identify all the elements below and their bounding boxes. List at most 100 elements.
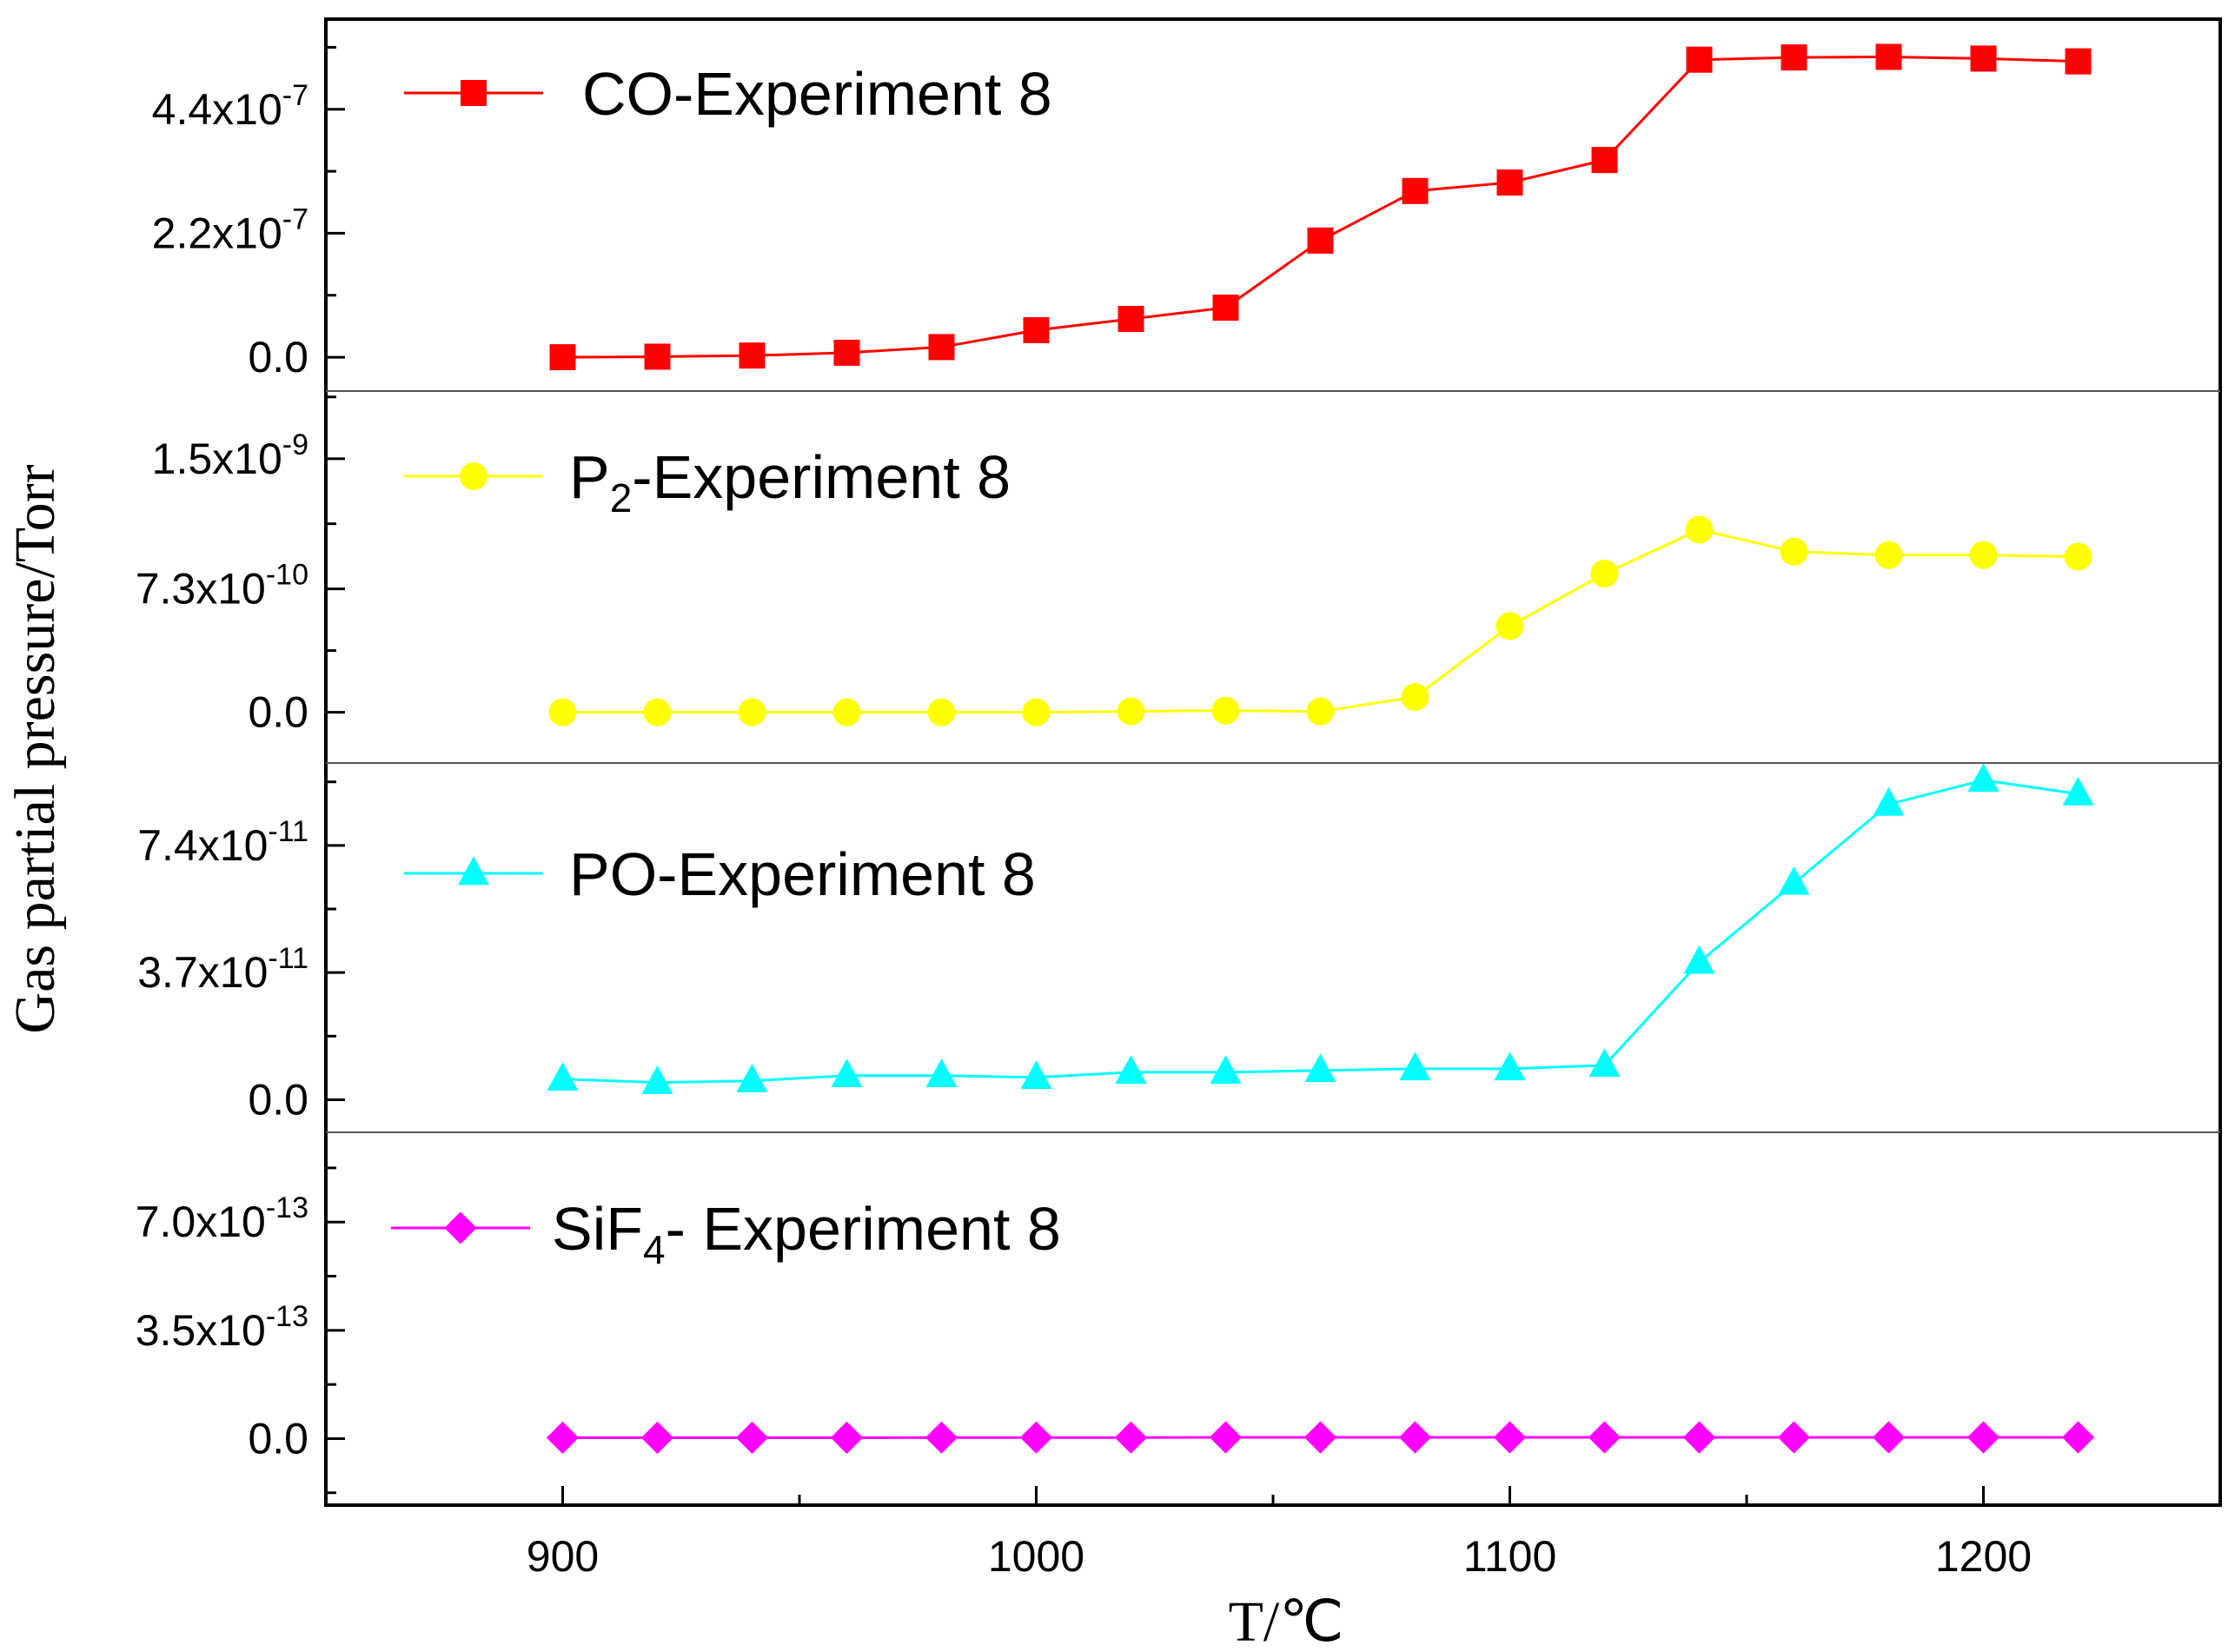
data-point-diamond — [1872, 1421, 1906, 1454]
y-tick-label: 1.5x10-9 — [152, 428, 308, 483]
data-point-circle — [1306, 697, 1335, 726]
series-line — [562, 779, 2079, 1085]
data-point-triangle — [2062, 777, 2094, 806]
data-point-square — [833, 339, 860, 366]
legend-marker — [460, 462, 487, 490]
data-point-circle — [1780, 537, 1808, 566]
data-point-square — [1496, 169, 1523, 196]
data-point-triangle — [641, 1065, 673, 1094]
y-tick-label: 4.4x10-7 — [152, 79, 308, 134]
data-point-circle — [1874, 541, 1903, 569]
data-point-diamond — [1682, 1421, 1716, 1454]
data-point-diamond — [1493, 1421, 1527, 1454]
data-point-circle — [548, 698, 577, 726]
y-tick-label: 0.0 — [248, 1414, 308, 1463]
data-point-diamond — [1114, 1421, 1148, 1454]
data-point-square — [1591, 147, 1618, 174]
x-tick-label: 1200 — [1935, 1532, 2032, 1581]
legend-marker — [461, 80, 487, 106]
data-point-triangle — [1399, 1052, 1431, 1081]
data-point-diamond — [1209, 1421, 1243, 1454]
data-point-diamond — [1019, 1421, 1053, 1454]
series-line — [562, 527, 2079, 714]
data-point-triangle — [1020, 1060, 1052, 1089]
data-point-triangle — [1210, 1055, 1242, 1085]
data-point-square — [549, 344, 576, 371]
legend-marker — [444, 1211, 477, 1244]
data-point-square — [1970, 45, 1997, 72]
data-point-square — [1781, 44, 1807, 71]
axis-layer: 900 1000 1100 1200 0.0 2.2x10-7 4.4x10-7 0.0 7.3… — [136, 45, 2032, 1581]
data-point-circle — [738, 698, 766, 726]
data-point-diamond — [1303, 1421, 1337, 1454]
data-point-square — [1875, 43, 1902, 70]
data-point-triangle — [925, 1058, 958, 1087]
data-point-diamond — [1588, 1421, 1622, 1454]
data-point-circle — [927, 698, 956, 726]
y-tick-label: 7.4x10-11 — [137, 815, 308, 870]
x-tick-label: 900 — [527, 1532, 599, 1581]
data-point-triangle — [1683, 945, 1715, 974]
x-tick-label: 1100 — [1463, 1532, 1557, 1581]
y-tick-label: 2.2x10-7 — [152, 202, 308, 257]
y-tick-label: 0.0 — [248, 688, 308, 737]
x-axis-title: T/℃ — [1229, 1590, 1344, 1652]
data-point-triangle — [736, 1064, 768, 1092]
data-point-triangle — [831, 1058, 863, 1087]
y-tick-label: 7.0x10-13 — [136, 1191, 308, 1246]
y-tick-label: 7.3x10-10 — [136, 559, 308, 614]
data-point-circle — [1969, 541, 1998, 569]
data-point-diamond — [2061, 1421, 2095, 1454]
data-point-square — [1402, 177, 1429, 204]
data-point-triangle — [1304, 1053, 1336, 1083]
legend-layer: CO-Experiment 8 P2-Experiment 8 PO-Experim… — [391, 60, 1061, 1272]
data-point-circle — [832, 698, 861, 726]
data-point-circle — [1022, 698, 1051, 726]
legend-label: PO-Experiment 8 — [569, 840, 1036, 908]
data-point-circle — [2064, 542, 2092, 571]
data-point-square — [1212, 295, 1239, 322]
data-point-square — [1118, 305, 1144, 332]
legend-label: SiF4- Experiment 8 — [552, 1195, 1061, 1272]
data-point-diamond — [1398, 1421, 1432, 1454]
data-point-diamond — [1966, 1421, 2000, 1454]
data-point-triangle — [1967, 763, 2000, 792]
data-point-square — [739, 342, 766, 369]
data-point-square — [1307, 227, 1334, 254]
data-point-circle — [1496, 612, 1524, 640]
data-point-circle — [1117, 697, 1145, 726]
data-point-diamond — [1777, 1421, 1811, 1454]
data-point-square — [2065, 48, 2092, 75]
data-point-circle — [1685, 515, 1714, 544]
data-point-triangle — [1588, 1048, 1621, 1078]
data-point-circle — [1401, 683, 1429, 712]
data-point-circle — [643, 698, 672, 726]
legend-label: P2-Experiment 8 — [569, 443, 1011, 521]
y-tick-label: 0.0 — [248, 333, 308, 381]
data-point-diamond — [546, 1421, 580, 1454]
data-point-circle — [1590, 560, 1619, 588]
y-tick-label: 3.5x10-13 — [136, 1300, 308, 1355]
series-layer — [546, 43, 2095, 1454]
data-point-triangle — [1778, 866, 1810, 895]
y-tick-label: 0.0 — [248, 1075, 308, 1124]
data-point-diamond — [925, 1421, 958, 1454]
data-point-square — [1023, 316, 1050, 343]
data-point-circle — [1211, 696, 1240, 725]
plot-frame — [324, 17, 2222, 1507]
data-point-diamond — [735, 1421, 769, 1454]
data-point-triangle — [1494, 1052, 1526, 1081]
data-point-diamond — [830, 1421, 864, 1454]
data-point-diamond — [640, 1421, 674, 1454]
data-point-triangle — [1115, 1055, 1147, 1085]
data-point-triangle — [1873, 786, 1905, 816]
y-axis-title: Gas partial pressure/Torr — [3, 464, 67, 1033]
x-tick-label: 1000 — [988, 1532, 1084, 1581]
data-point-square — [1686, 46, 1713, 73]
y-tick-label: 3.7x10-11 — [137, 942, 308, 997]
legend-marker — [458, 856, 489, 886]
data-point-square — [928, 334, 955, 361]
legend-label: CO-Experiment 8 — [582, 60, 1052, 128]
data-point-square — [644, 343, 671, 370]
